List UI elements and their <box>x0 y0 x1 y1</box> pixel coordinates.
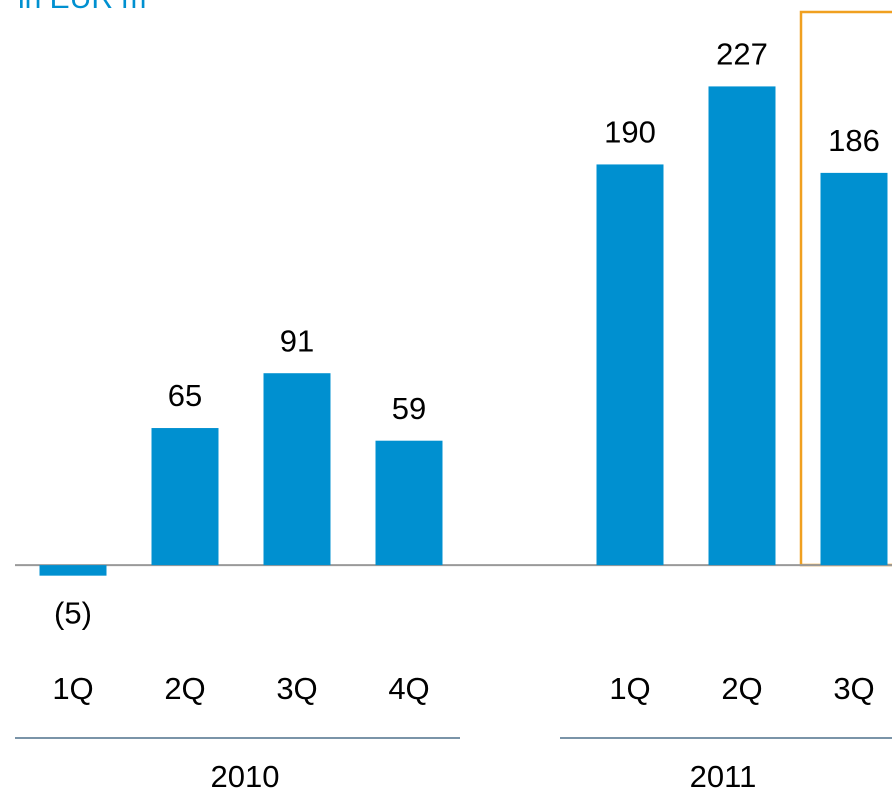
value-label: 65 <box>168 378 202 413</box>
value-label: (5) <box>54 595 92 630</box>
bar <box>820 172 888 566</box>
value-label: 227 <box>716 37 768 72</box>
value-label: 186 <box>828 123 880 158</box>
chart-title: in EUR m <box>18 0 146 15</box>
bar <box>375 440 443 566</box>
x-tick-label: 3Q <box>276 671 317 706</box>
bar <box>39 565 107 576</box>
x-tick-label: 2Q <box>164 671 205 706</box>
x-tick-label: 1Q <box>609 671 650 706</box>
value-label: 91 <box>280 323 314 358</box>
x-tick-label: 4Q <box>388 671 429 706</box>
value-label: 190 <box>604 115 656 150</box>
bar <box>263 373 331 566</box>
bar <box>708 86 776 566</box>
group-label: 2010 <box>211 759 280 794</box>
bar <box>596 164 664 566</box>
x-tick-label: 2Q <box>721 671 762 706</box>
x-tick-label: 3Q <box>833 671 874 706</box>
group-label: 2011 <box>690 759 757 794</box>
value-label: 59 <box>392 391 426 426</box>
bar <box>151 428 219 566</box>
x-tick-label: 1Q <box>52 671 93 706</box>
